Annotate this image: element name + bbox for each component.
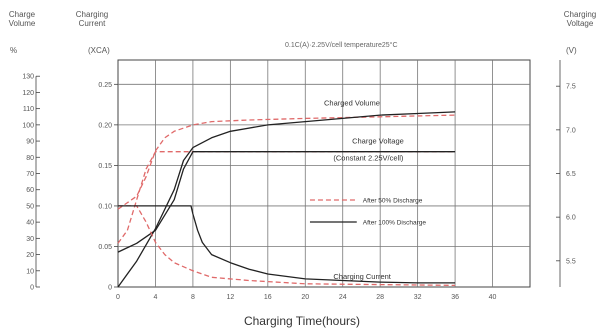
- x-tick-label: 24: [339, 294, 347, 301]
- charge-volume-curve: [117, 114, 456, 210]
- legend-label: After 100% Discharge: [363, 220, 427, 227]
- charge-volume-unit: %: [10, 46, 18, 55]
- x-tick-label: 20: [301, 294, 309, 301]
- charged-volume-annotation: Charged Volume: [324, 98, 380, 107]
- charging-current-curve: [118, 205, 456, 287]
- x-tick-label: 4: [154, 294, 158, 301]
- charging-voltage-title-line2: Voltage: [566, 19, 594, 28]
- x-tick-label: 36: [451, 294, 459, 301]
- charging-current-axis-title: Charging Current: [74, 10, 110, 28]
- charge-volume-tick-label: 100: [22, 122, 34, 129]
- charge-volume-tick-label: 90: [26, 139, 34, 146]
- charge-volume-title-line1: Charge: [8, 10, 36, 19]
- charging-voltage-tick-label: 7.5: [566, 84, 576, 91]
- charging-current-title-line2: Current: [78, 19, 106, 28]
- charging-current-curve: [118, 205, 456, 284]
- current-tick-label: 0.05: [98, 244, 112, 251]
- x-tick-label: 8: [191, 294, 195, 301]
- charge-volume-tick-label: 110: [23, 106, 34, 113]
- charge-volume-tick-label: 60: [26, 187, 34, 194]
- charge-voltage-annotation: Charge Voltage: [352, 137, 404, 146]
- charge-volume-tick-label: 70: [26, 171, 34, 178]
- current-tick-label: 0.25: [98, 82, 112, 89]
- plot-frame: [117, 59, 531, 288]
- charging-voltage-tick-label: 6.5: [566, 171, 576, 178]
- charge-volume-axis-title: Charge Volume: [4, 10, 40, 28]
- x-tick-label: 40: [489, 294, 497, 301]
- current-tick-label: 0.20: [98, 122, 112, 129]
- test-condition-label: 0.1C(A)·2.25V/cell temperature25°C: [285, 42, 398, 49]
- x-axis-title: Charging Time(hours): [243, 314, 361, 328]
- charge-volume-tick-label: 20: [26, 252, 34, 259]
- charging-voltage-unit: (V): [566, 46, 577, 55]
- charging-current-title-line1: Charging: [75, 10, 109, 19]
- charge-volume-tick-label: 10: [26, 268, 34, 275]
- charge-volume-tick-label: 130: [22, 74, 34, 81]
- current-tick-label: 0.10: [98, 203, 112, 210]
- legend-label: After 50% Discharge: [363, 198, 423, 205]
- charge-voltage-constant-annotation: (Constant 2.25V/cell): [333, 154, 404, 163]
- charge-volume-tick-label: 0: [30, 285, 34, 292]
- charging-voltage-title-line1: Charging: [563, 10, 597, 19]
- charge-volume-tick-label: 80: [26, 155, 34, 162]
- current-tick-label: 0.15: [98, 163, 112, 170]
- charging-voltage-tick-label: 7.0: [566, 127, 576, 134]
- x-tick-label: 28: [376, 294, 384, 301]
- x-tick-label: 12: [226, 294, 234, 301]
- charging-voltage-tick-label: 6.0: [566, 215, 576, 222]
- charge-volume-tick-label: 120: [22, 90, 34, 97]
- x-tick-label: 32: [414, 294, 422, 301]
- charge-volume-curve: [117, 111, 456, 288]
- charging-current-annotation: Charging Current: [333, 272, 391, 281]
- charging-voltage-curve: [117, 151, 456, 253]
- x-tick-label: 0: [116, 294, 120, 301]
- x-tick-label: 16: [264, 294, 272, 301]
- charge-volume-title-line2: Volume: [8, 19, 36, 28]
- charge-volume-tick-label: 50: [26, 203, 34, 210]
- current-tick-label: 0: [108, 285, 112, 292]
- charging-voltage-axis-title: Charging Voltage: [560, 10, 600, 28]
- charge-volume-tick-label: 30: [26, 236, 34, 243]
- charge-volume-tick-label: 40: [26, 220, 34, 227]
- charging-voltage-tick-label: 5.5: [566, 258, 576, 265]
- charging-current-unit: (XCA): [88, 46, 110, 55]
